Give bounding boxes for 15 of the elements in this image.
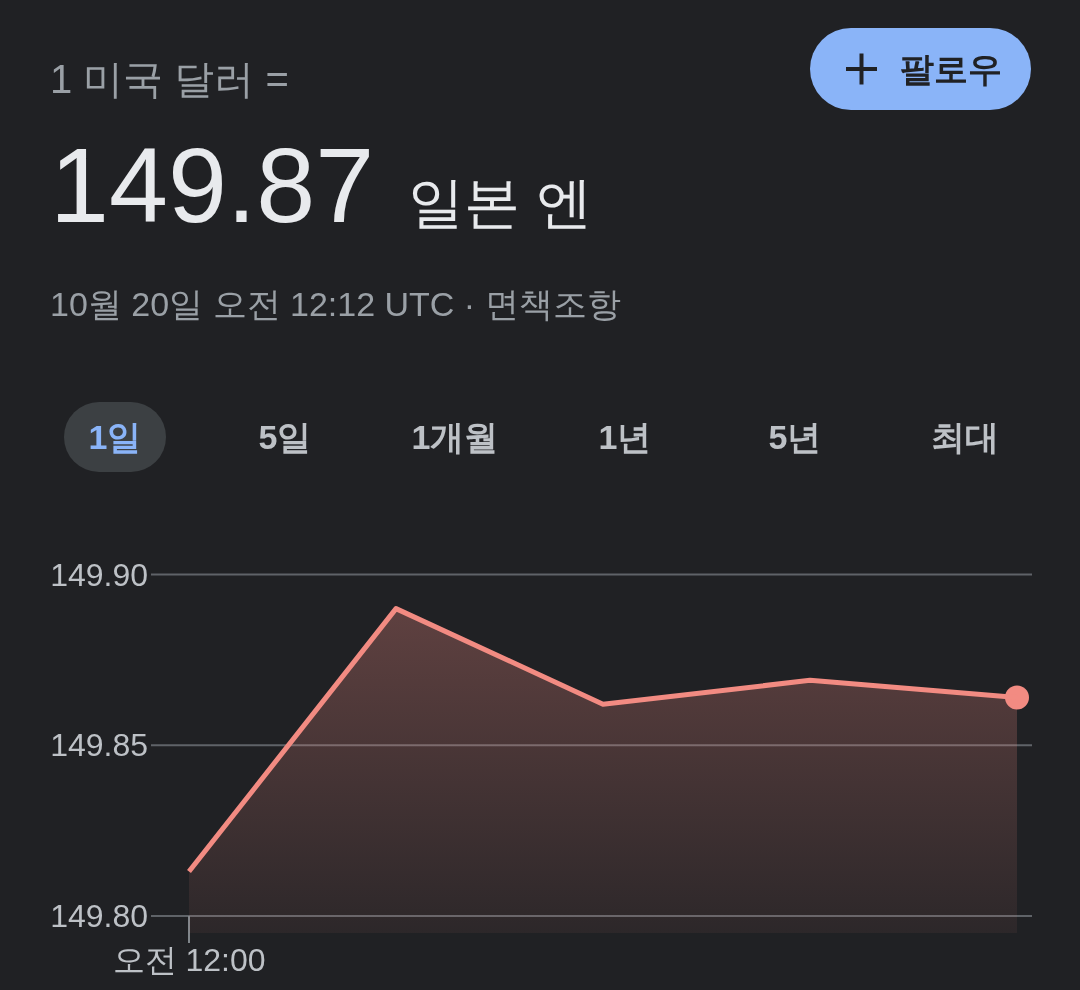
chart-title: 1 미국 달러 = (50, 57, 289, 101)
text: 최대 (931, 418, 999, 456)
y-tick-label: 149.85 (50, 727, 148, 764)
text: 5년 (768, 418, 822, 456)
y-tick-label: 149.90 (50, 556, 148, 593)
text: 149.87 (50, 126, 375, 244)
text: 10월 20일 오전 12:12 UTC · 면책조항 (50, 285, 621, 323)
x-tick-label: 오전 12:00 (112, 942, 266, 978)
y-tick-label: 149.80 (50, 897, 148, 934)
text: 1일 (88, 418, 142, 456)
text: 1개월 (411, 418, 499, 456)
text: 5일 (258, 418, 312, 456)
text: 팔로우 (900, 50, 1002, 88)
text: 일본 엔 (408, 171, 592, 234)
text: 1년 (598, 418, 652, 456)
